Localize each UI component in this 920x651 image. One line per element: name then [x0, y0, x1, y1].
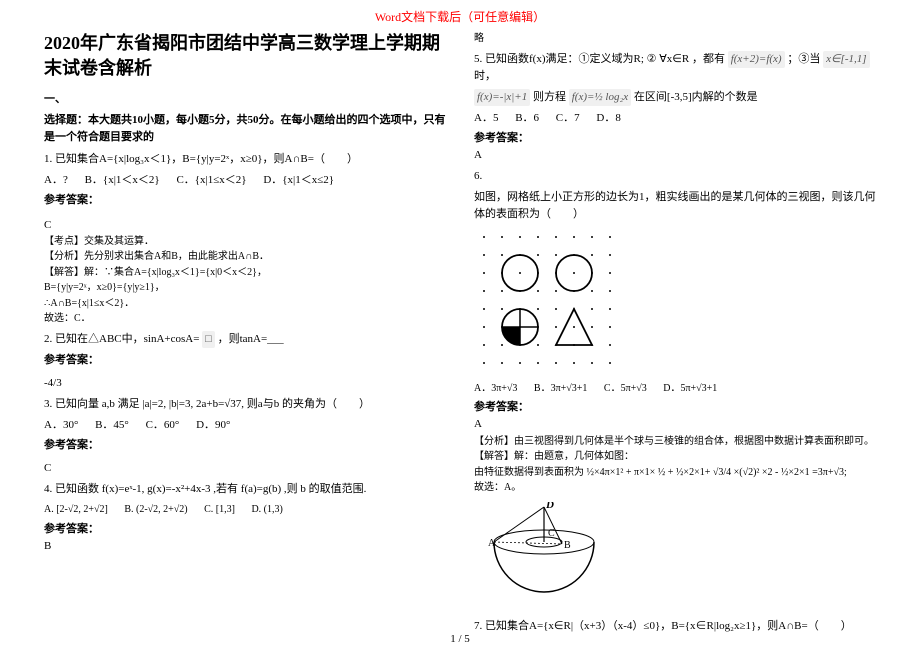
q4-ans-label: 参考答案： [44, 521, 446, 538]
q6-opts: A．3π+√3 B．3π+√3+1 C．5π+√3 D．5π+√3+1 [474, 381, 876, 397]
q1-opt-b: B．{x|1＜x＜2} [85, 174, 160, 186]
q5-g: 在区间[-3,5]内解的个数是 [634, 91, 758, 103]
q2-blank-icon: □ [202, 331, 215, 348]
label-C: C [548, 528, 555, 539]
header-text: Word文档下载后（可任意编辑） [0, 0, 920, 31]
page-body: 2020年广东省揭阳市团结中学高三数学理上学期期末试卷含解析 一、 选择题：本大… [0, 31, 920, 639]
q6-stem: 如图，网格纸上小正方形的边长为1，粗实线画出的是某几何体的三视图，则该几何体的表… [474, 189, 876, 223]
q4-opt-c: C. [1,3] [204, 504, 235, 515]
q5-line2: f(x)=-|x|+1 则方程 f(x)=½ log₂x 在区间[-3,5]内解… [474, 89, 876, 106]
q5-opts: A．5 B．6 C．7 D．8 [474, 110, 876, 127]
q5-eq: f(x)=½ log₂x [569, 89, 631, 106]
label-A: A [488, 538, 496, 549]
q2-ans-label: 参考答案： [44, 352, 446, 369]
q1-exp-1: 【分析】先分别求出集合A和B，由此能求出A∩B． [44, 249, 446, 265]
q1-stem: 1. 已知集合A={x|log₃x＜1}，B={y|y=2ˣ，x≥0}，则A∩B… [44, 151, 446, 168]
q6-exp3: 故选：A。 [474, 480, 876, 496]
q6-opt-d: D．5π+√3+1 [663, 383, 717, 394]
q1-ans-label: 参考答案： [44, 192, 446, 209]
q5-xr: x∈[-1,1] [823, 51, 869, 68]
q4-opt-d: D. (1,3) [251, 504, 282, 515]
q1-ans: C [44, 217, 446, 234]
q6-num: 6. [474, 168, 876, 185]
q6-exp2: 【解答】解：由题意，几何体如图： [474, 449, 876, 465]
hemisphere-diagram: A B C D [474, 502, 614, 612]
doc-title: 2020年广东省揭阳市团结中学高三数学理上学期期末试卷含解析 [44, 31, 446, 81]
q2-stem-pre: 2. 已知在△ABC中，sinA+cosA= [44, 333, 199, 345]
label-D: D [545, 502, 554, 511]
q6-exp1: 【分析】由三视图得到几何体是半个球与三棱锥的组合体，根据图中数据计算表面积即可。 [474, 434, 876, 450]
q5-f: 则方程 [533, 91, 566, 103]
label-B: B [564, 540, 571, 551]
section1-instructions: 选择题：本大题共10小题，每小题5分，共50分。在每小题给出的四个选项中，只有是… [44, 112, 446, 146]
q1-exp-5: 故选：C． [44, 311, 446, 327]
q3-ans: C [44, 460, 446, 477]
q1-opts: A．? B．{x|1＜x＜2} C．{x|1≤x＜2} D．{x|1＜x≤2} [44, 172, 446, 189]
q1-exp-3: B={y|y=2ˣ，x≥0}={y|y≥1}， [44, 280, 446, 296]
q5-c: ，都有 [692, 53, 725, 65]
q6-opt-c: C．5π+√3 [604, 383, 647, 394]
q4-opts: A. [2-√2, 2+√2] B. (2-√2, 2+√2) C. [1,3]… [44, 502, 446, 518]
q3-opt-b: B．45° [95, 419, 129, 431]
q7-stem: 7. 已知集合A={x∈R|（x+3）（x-4）≤0}，B={x∈R|log₂x… [474, 618, 876, 635]
three-view-diagram [474, 227, 624, 377]
right-column: 略 5. 已知函数f(x)满足：①定义域为R; ② ∀x∈R ，都有 f(x+2… [460, 31, 890, 639]
q5-ans: A [474, 147, 876, 164]
q6-opt-b: B．3π+√3+1 [534, 383, 588, 394]
q6-calc: 由特征数据得到表面积为 ½×4π×1² + π×1× ½ + ½×2×1+ √3… [474, 465, 876, 481]
q1-opt-c: C．{x|1≤x＜2} [176, 174, 246, 186]
q5-stem: 5. 已知函数f(x)满足：①定义域为R; ② ∀x∈R ，都有 f(x+2)=… [474, 51, 876, 85]
q3-opt-d: D．90° [196, 419, 230, 431]
q1-opt-a: A．? [44, 174, 68, 186]
q1-exp-4: ∴A∩B={x|1≤x＜2}． [44, 296, 446, 312]
q5-a: 5. 已知函数f(x)满足：①定义域为R; ② [474, 53, 657, 65]
left-column: 2020年广东省揭阳市团结中学高三数学理上学期期末试卷含解析 一、 选择题：本大… [30, 31, 460, 639]
q3-opt-c: C．60° [146, 419, 180, 431]
q5-opt-d: D．8 [596, 112, 620, 124]
q6-opt-a: A．3π+√3 [474, 383, 517, 394]
q6-ans: A [474, 416, 876, 433]
q5-d: ；③当 [787, 53, 820, 65]
section1-num: 一、 [44, 91, 446, 108]
q5-opt-c: C．7 [556, 112, 580, 124]
q3-opts: A．30° B．45° C．60° D．90° [44, 417, 446, 434]
q5-b: ∀x∈R [659, 53, 689, 65]
q4-opt-a: A. [2-√2, 2+√2] [44, 504, 108, 515]
q3-ans-label: 参考答案： [44, 437, 446, 454]
q1-opt-d: D．{x|1＜x≤2} [263, 174, 334, 186]
q4-ans: B [44, 538, 446, 555]
q4-stem: 4. 已知函数 f(x)=eˣ-1, g(x)=-x²+4x-3 ,若有 f(a… [44, 481, 446, 498]
q2-ans: -4/3 [44, 375, 446, 392]
q5-e: 时， [474, 70, 496, 82]
q5-ans-label: 参考答案： [474, 130, 876, 147]
q4-opt-b: B. (2-√2, 2+√2) [124, 504, 187, 515]
q2-stem: 2. 已知在△ABC中，sinA+cosA= □ ，则tanA=___ [44, 331, 446, 348]
q4-note: 略 [474, 31, 876, 47]
page-footer: 1 / 5 [0, 633, 920, 645]
q5-opt-b: B．6 [515, 112, 539, 124]
q6-ans-label: 参考答案： [474, 399, 876, 416]
q5-feq: f(x+2)=f(x) [728, 51, 785, 68]
q5-opt-a: A．5 [474, 112, 498, 124]
q5-fx: f(x)=-|x|+1 [474, 89, 530, 106]
q1-exp-2: 【解答】解：∵集合A={x|log₃x＜1}={x|0＜x＜2}， [44, 265, 446, 281]
q1-exp-0: 【考点】交集及其运算． [44, 234, 446, 250]
q2-stem-post: ，则tanA=___ [218, 333, 284, 345]
q3-opt-a: A．30° [44, 419, 78, 431]
q3-stem: 3. 已知向量 a,b 满足 |a|=2, |b|=3, 2a+b=√37, 则… [44, 396, 446, 413]
